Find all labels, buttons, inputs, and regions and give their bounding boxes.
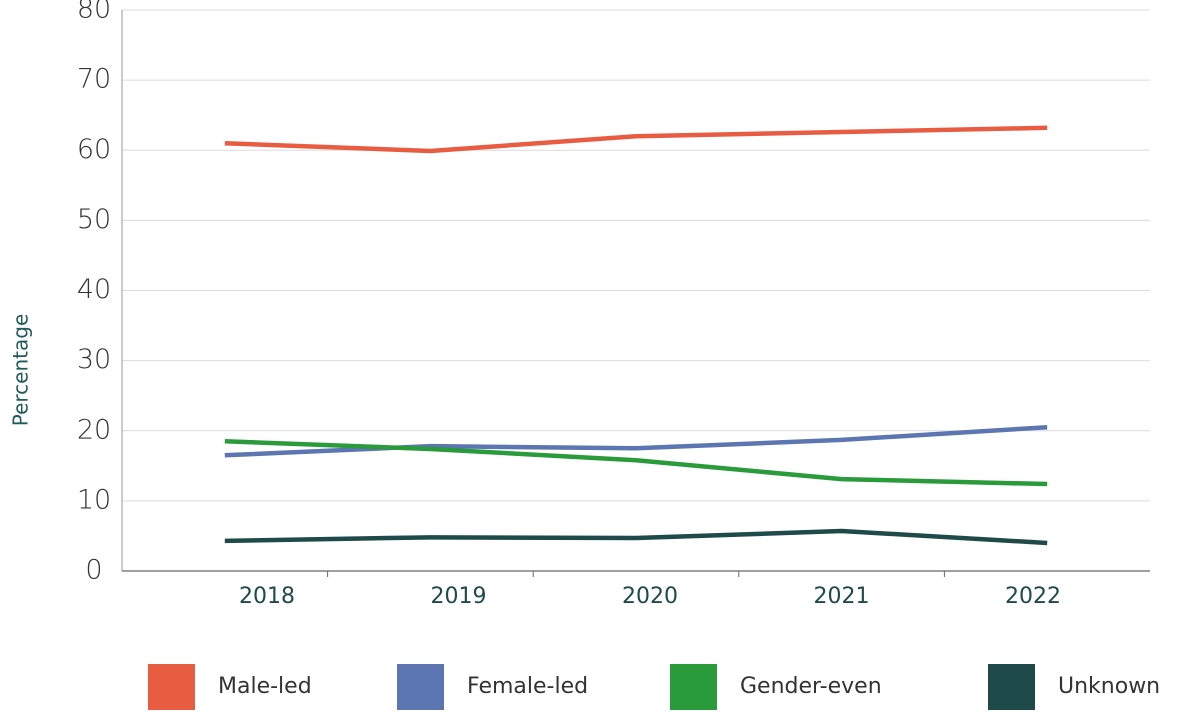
x-tick-label: 2020 <box>622 584 678 609</box>
legend-swatch <box>670 664 717 710</box>
y-tick-label: 40 <box>77 274 111 305</box>
legend-swatch <box>148 664 195 710</box>
line-series <box>224 528 1048 546</box>
y-tick-label: 80 <box>77 0 111 25</box>
y-tick-label: 60 <box>77 134 111 165</box>
line-series <box>224 125 1048 154</box>
legend-label: Gender-even <box>740 674 882 699</box>
line-series <box>224 439 1048 487</box>
legend-label: Female-led <box>467 674 588 699</box>
legend-swatch <box>988 664 1035 710</box>
x-tick-label: 2018 <box>239 584 295 609</box>
legend-label: Unknown <box>1058 674 1160 699</box>
line-series <box>224 424 1048 458</box>
x-tick-label: 2019 <box>431 584 487 609</box>
y-tick-label: 0 <box>85 555 102 586</box>
y-tick-label: 10 <box>77 484 111 515</box>
y-tick-label: 20 <box>77 414 111 445</box>
x-tick-label: 2021 <box>814 584 870 609</box>
y-axis-label: Percentage <box>9 314 33 427</box>
y-tick-label: 70 <box>77 64 111 95</box>
y-tick-label: 30 <box>77 344 111 375</box>
x-tick-label: 2022 <box>1005 584 1061 609</box>
legend-label: Male-led <box>218 674 312 699</box>
y-tick-label: 50 <box>77 204 111 235</box>
legend-swatch <box>397 664 444 710</box>
